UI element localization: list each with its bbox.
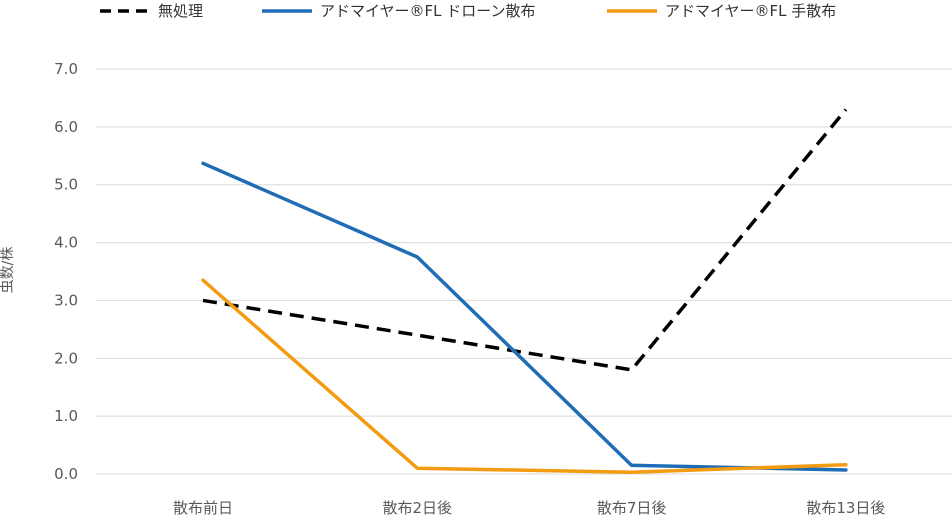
series-line-0 xyxy=(202,108,848,372)
grid-lines xyxy=(96,68,952,475)
y-tick-label: 0.0 xyxy=(54,465,78,483)
y-tick-label: 5.0 xyxy=(54,176,78,194)
series-lines xyxy=(201,108,848,475)
y-tick-label: 2.0 xyxy=(54,349,78,367)
x-axis-ticks: 散布前日 散布2日後 散布7日後 散布13日後 xyxy=(173,499,885,516)
y-tick-label: 1.0 xyxy=(54,407,78,425)
x-tick-label: 散布13日後 xyxy=(806,499,885,516)
x-tick-label: 散布前日 xyxy=(173,499,233,516)
y-tick-label: 3.0 xyxy=(54,291,78,309)
y-axis-label: 虫数/株 xyxy=(0,247,16,294)
y-tick-label: 6.0 xyxy=(54,118,78,136)
y-tick-label: 7.0 xyxy=(54,60,78,78)
legend: 無処理 アドマイヤー®FL ドローン散布 アドマイヤー®FL 手散布 xyxy=(100,2,836,20)
legend-label-1: アドマイヤー®FL ドローン散布 xyxy=(320,2,536,20)
x-tick-label: 散布2日後 xyxy=(383,499,453,516)
x-tick-label: 散布7日後 xyxy=(597,499,667,516)
series-line-2 xyxy=(201,278,848,475)
legend-label-0: 無処理 xyxy=(158,2,203,20)
y-tick-label: 4.0 xyxy=(54,234,78,252)
y-axis-ticks: 0.0 1.0 2.0 3.0 4.0 5.0 6.0 7.0 xyxy=(54,60,78,483)
legend-label-2: アドマイヤー®FL 手散布 xyxy=(665,2,836,20)
